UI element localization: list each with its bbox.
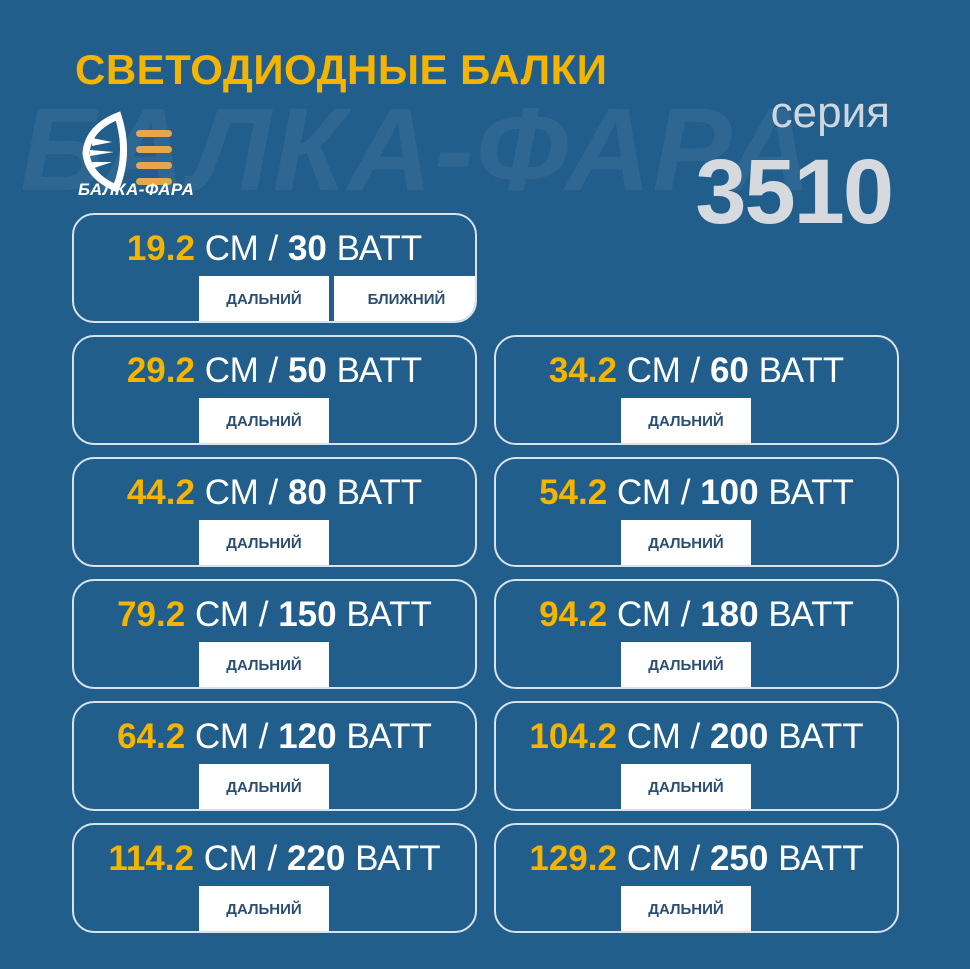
length-value: 79.2 — [117, 595, 186, 634]
card-heading: 79.2 СМ / 150 ВАТТ — [74, 595, 475, 635]
separator: / — [258, 595, 269, 634]
length-value: 64.2 — [117, 717, 186, 756]
power-unit: ВАТТ — [355, 839, 441, 878]
headlight-logo-icon — [82, 111, 172, 193]
beam-badge: ДАЛЬНИЙ — [199, 520, 329, 565]
beam-badge: БЛИЖНИЙ — [334, 276, 475, 321]
power-unit: ВАТТ — [336, 351, 423, 390]
length-unit: СМ — [626, 717, 681, 756]
length-value: 129.2 — [529, 839, 617, 878]
card-heading: 44.2 СМ / 80 ВАТТ — [74, 473, 475, 513]
separator: / — [267, 839, 278, 878]
logo-text: БАЛКА-ФАРА — [78, 180, 195, 199]
beam-badge: ДАЛЬНИЙ — [621, 520, 751, 565]
power-unit: ВАТТ — [768, 595, 854, 634]
power-unit: ВАТТ — [346, 595, 432, 634]
separator: / — [680, 595, 691, 634]
length-unit: СМ — [626, 839, 681, 878]
power-value: 180 — [700, 595, 759, 634]
length-unit: СМ — [616, 595, 671, 634]
power-value: 250 — [709, 839, 769, 878]
power-value: 50 — [287, 351, 327, 390]
spec-card: 54.2 СМ / 100 ВАТТ ДАЛЬНИЙ — [494, 457, 899, 567]
card-heading: 34.2 СМ / 60 ВАТТ — [496, 351, 897, 391]
beam-badge: ДАЛЬНИЙ — [199, 764, 329, 809]
spec-card: 129.2 СМ / 250 ВАТТ ДАЛЬНИЙ — [494, 823, 899, 933]
page-title: СВЕТОДИОДНЫЕ БАЛКИ — [75, 46, 608, 93]
power-unit: ВАТТ — [346, 717, 432, 756]
spec-card: 64.2 СМ / 120 ВАТТ ДАЛЬНИЙ — [72, 701, 477, 811]
power-value: 60 — [709, 351, 749, 390]
separator: / — [690, 351, 701, 390]
length-unit: СМ — [204, 351, 259, 390]
beam-badge: ДАЛЬНИЙ — [621, 886, 751, 931]
power-unit: ВАТТ — [758, 351, 845, 390]
beam-badge: ДАЛЬНИЙ — [621, 642, 751, 687]
length-unit: СМ — [203, 839, 258, 878]
card-heading: 104.2 СМ / 200 ВАТТ — [496, 717, 897, 757]
length-value: 104.2 — [529, 717, 617, 756]
spec-card: 44.2 СМ / 80 ВАТТ ДАЛЬНИЙ — [72, 457, 477, 567]
card-heading: 54.2 СМ / 100 ВАТТ — [496, 473, 897, 513]
length-value: 54.2 — [539, 473, 608, 512]
power-value: 220 — [286, 839, 346, 878]
separator: / — [268, 229, 279, 268]
spec-card: 34.2 СМ / 60 ВАТТ ДАЛЬНИЙ — [494, 335, 899, 445]
card-heading: 114.2 СМ / 220 ВАТТ — [74, 839, 475, 879]
length-value: 94.2 — [539, 595, 608, 634]
beam-badge: ДАЛЬНИЙ — [199, 398, 329, 443]
power-value: 200 — [709, 717, 769, 756]
length-unit: СМ — [194, 717, 249, 756]
card-heading: 19.2 СМ / 30 ВАТТ — [74, 229, 475, 269]
power-value: 120 — [278, 717, 337, 756]
beam-badge: ДАЛЬНИЙ — [199, 642, 329, 687]
spec-card: 79.2 СМ / 150 ВАТТ ДАЛЬНИЙ — [72, 579, 477, 689]
power-unit: ВАТТ — [778, 839, 864, 878]
beam-badge: ДАЛЬНИЙ — [199, 886, 329, 931]
length-unit: СМ — [204, 229, 259, 268]
length-value: 19.2 — [126, 229, 195, 268]
spec-card: 94.2 СМ / 180 ВАТТ ДАЛЬНИЙ — [494, 579, 899, 689]
card-heading: 29.2 СМ / 50 ВАТТ — [74, 351, 475, 391]
spec-card: 29.2 СМ / 50 ВАТТ ДАЛЬНИЙ — [72, 335, 477, 445]
separator: / — [268, 473, 279, 512]
series-label: серия — [770, 88, 890, 137]
card-heading: 64.2 СМ / 120 ВАТТ — [74, 717, 475, 757]
length-value: 114.2 — [108, 839, 194, 878]
power-value: 30 — [287, 229, 327, 268]
beam-badge: ДАЛЬНИЙ — [621, 398, 751, 443]
length-value: 29.2 — [126, 351, 195, 390]
power-value: 80 — [287, 473, 327, 512]
separator: / — [258, 717, 269, 756]
power-unit: ВАТТ — [336, 229, 423, 268]
separator: / — [680, 473, 691, 512]
length-unit: СМ — [626, 351, 681, 390]
card-heading: 129.2 СМ / 250 ВАТТ — [496, 839, 897, 879]
power-unit: ВАТТ — [768, 473, 854, 512]
separator: / — [690, 839, 701, 878]
power-value: 150 — [278, 595, 337, 634]
length-unit: СМ — [204, 473, 259, 512]
length-unit: СМ — [616, 473, 671, 512]
power-unit: ВАТТ — [778, 717, 864, 756]
power-value: 100 — [700, 473, 759, 512]
length-value: 34.2 — [548, 351, 617, 390]
power-unit: ВАТТ — [336, 473, 423, 512]
spec-card: 19.2 СМ / 30 ВАТТ ДАЛЬНИЙ БЛИЖНИЙ — [72, 213, 477, 323]
spec-card: 104.2 СМ / 200 ВАТТ ДАЛЬНИЙ — [494, 701, 899, 811]
length-value: 44.2 — [126, 473, 195, 512]
separator: / — [690, 717, 701, 756]
beam-badge: ДАЛЬНИЙ — [199, 276, 329, 321]
series-number: 3510 — [695, 141, 894, 243]
beam-badge: ДАЛЬНИЙ — [621, 764, 751, 809]
card-heading: 94.2 СМ / 180 ВАТТ — [496, 595, 897, 635]
separator: / — [268, 351, 279, 390]
length-unit: СМ — [194, 595, 249, 634]
spec-card: 114.2 СМ / 220 ВАТТ ДАЛЬНИЙ — [72, 823, 477, 933]
